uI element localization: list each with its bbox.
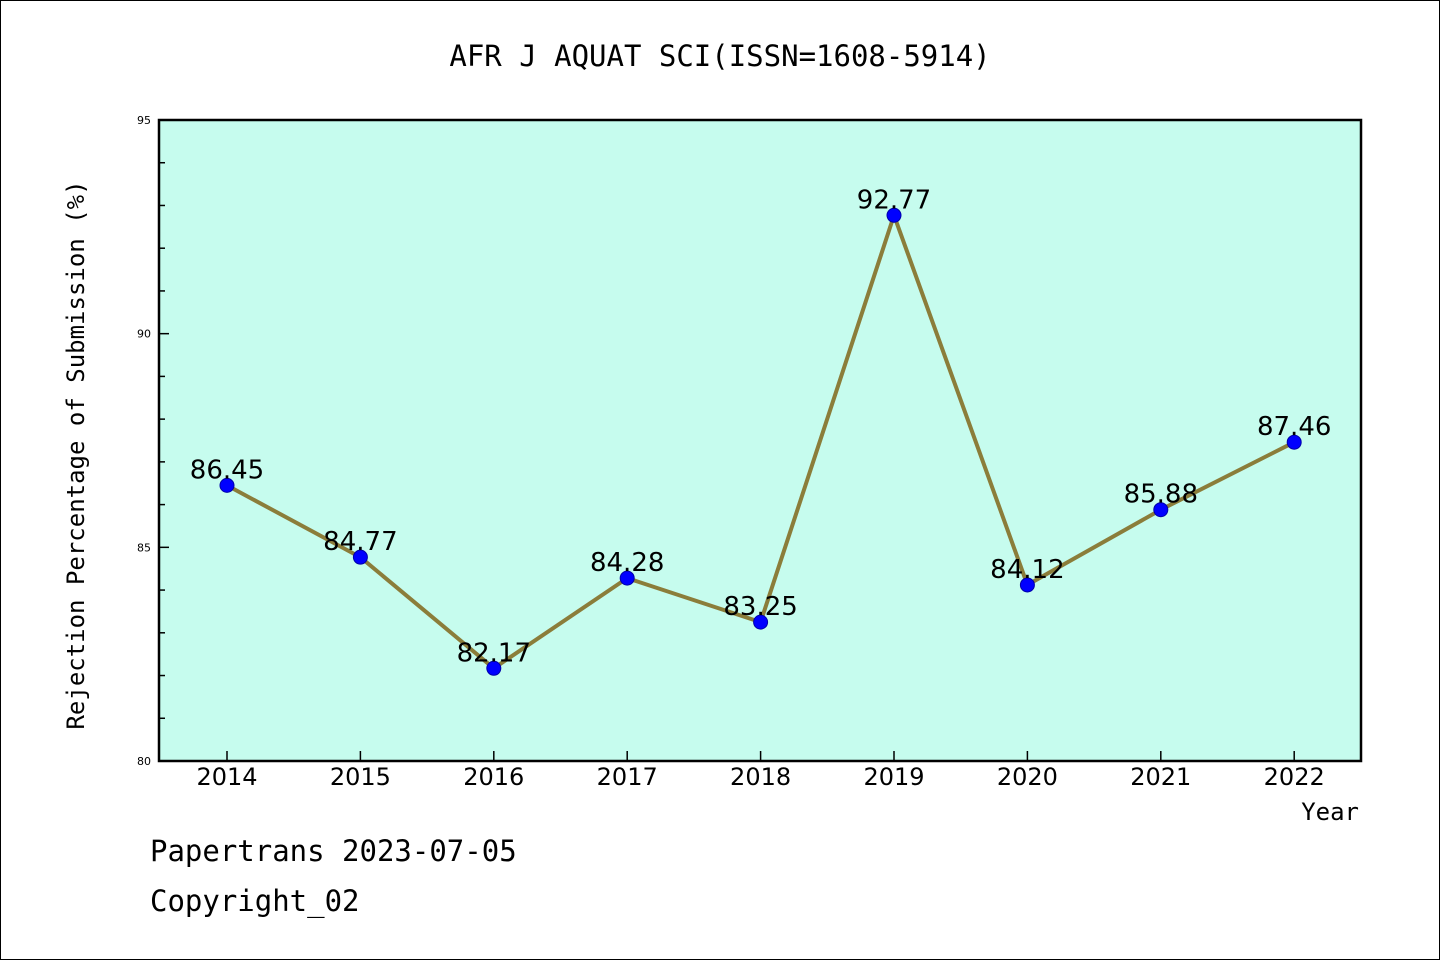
chart-title: AFR J AQUAT SCI(ISSN=1608-5914) <box>449 39 990 73</box>
data-label: 85.88 <box>1124 480 1198 510</box>
x-tick-label: 2016 <box>463 763 524 791</box>
x-tick-label: 2017 <box>597 763 658 791</box>
x-tick-label: 2018 <box>730 763 791 791</box>
x-axis-label: Year <box>1301 798 1359 826</box>
x-tick-label: 2022 <box>1264 763 1325 791</box>
y-axis: 80 85 90 95 <box>137 114 169 768</box>
x-tick-label: 2021 <box>1130 763 1191 791</box>
x-tick-label: 2019 <box>863 763 924 791</box>
data-point <box>219 477 235 493</box>
x-tick-label: 2020 <box>997 763 1058 791</box>
data-label: 82.17 <box>457 638 531 668</box>
y-tick-label: 80 <box>137 755 151 768</box>
data-label: 84.12 <box>990 555 1064 585</box>
series-markers <box>219 207 1302 676</box>
data-point <box>486 660 502 676</box>
footer-date: Papertrans 2023-07-05 <box>150 834 517 868</box>
data-label: 84.28 <box>590 548 664 578</box>
data-point <box>1019 577 1035 593</box>
data-point <box>352 549 368 565</box>
y-tick-label: 95 <box>137 114 151 127</box>
x-axis: 2014 2015 2016 2017 2018 2019 2020 2021 2022 <box>196 751 1325 791</box>
data-point <box>886 207 902 223</box>
data-point <box>619 570 635 586</box>
y-axis-label: Rejection Percentage of Submission (%) <box>62 180 90 729</box>
data-point <box>1153 502 1169 518</box>
y-tick-label: 90 <box>137 328 151 341</box>
data-label: 92.77 <box>857 185 931 215</box>
x-tick-label: 2015 <box>330 763 391 791</box>
data-point <box>753 614 769 630</box>
data-label: 87.46 <box>1257 412 1331 442</box>
footer-copyright: Copyright_02 <box>150 884 360 918</box>
y-tick-label: 85 <box>137 541 151 554</box>
data-label: 84.77 <box>323 527 397 557</box>
data-label: 83.25 <box>723 592 797 622</box>
plot-area <box>157 118 1363 763</box>
data-labels: 86.45 84.77 82.17 84.28 83.25 92.77 84.12 85.88… <box>190 185 1332 668</box>
data-point <box>1286 434 1302 450</box>
data-label: 86.45 <box>190 455 264 485</box>
x-tick-label: 2014 <box>196 763 257 791</box>
